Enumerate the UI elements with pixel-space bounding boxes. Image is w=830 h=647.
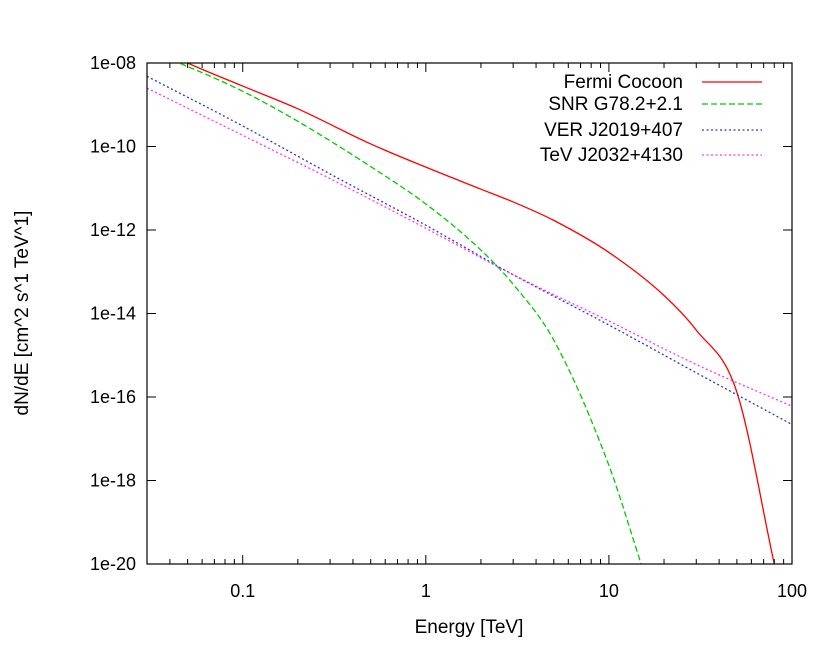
series-layer (147, 63, 792, 564)
legend-label: Fermi Cocoon (564, 72, 683, 93)
legend-label: SNR G78.2+2.1 (548, 94, 683, 115)
y-tick-label: 1e-08 (90, 53, 136, 73)
tick-layer: 0.1 1 10 100 1e-20 1e-18 1e-16 1e-14 1e-12 1e-10 1… (90, 53, 807, 601)
legend-label: TeV J2032+4130 (540, 145, 683, 166)
y-tick-label: 1e-14 (90, 304, 136, 324)
y-tick-label: 1e-20 (90, 554, 136, 574)
y-tick-label: 1e-10 (90, 137, 136, 157)
series-line-4 (147, 87, 792, 407)
x-tick-label: 100 (777, 581, 807, 601)
y-tick-label: 1e-18 (90, 471, 136, 491)
y-axis-title: dN/dE [cm^2 s^1 TeV^1] (12, 211, 33, 416)
x-axis-title: Energy [TeV] (415, 617, 524, 638)
plot-frame (146, 62, 793, 565)
series-line-2 (177, 63, 642, 564)
legend-label: VER J2019+407 (544, 120, 683, 141)
x-tick-label: 1 (421, 581, 431, 601)
series-line-1 (186, 63, 775, 564)
series-line-3 (147, 75, 792, 426)
x-tick-label: 10 (599, 581, 619, 601)
y-tick-label: 1e-12 (90, 220, 136, 240)
x-tick-label: 0.1 (230, 581, 255, 601)
y-tick-label: 1e-16 (90, 387, 136, 407)
